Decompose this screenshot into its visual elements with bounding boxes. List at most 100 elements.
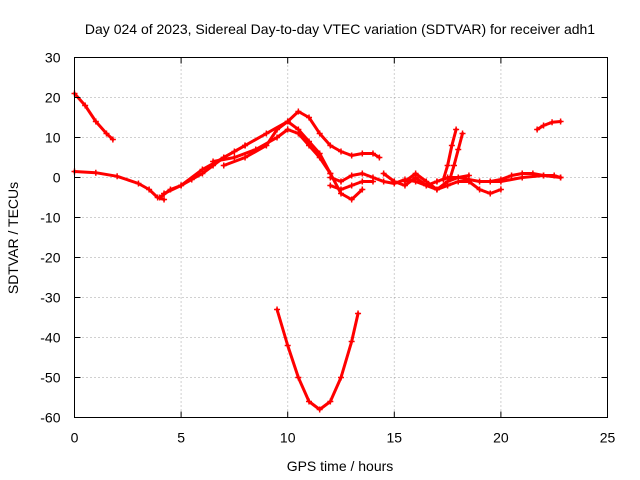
data-point (92, 169, 99, 176)
data-point (540, 122, 547, 129)
y-tick-label: -50 (40, 370, 60, 386)
series-arc-15 (446, 130, 466, 183)
data-point (156, 194, 163, 201)
data-point (274, 306, 281, 313)
y-tick-label: 0 (53, 170, 61, 186)
grid-lines (74, 57, 608, 418)
data-point (557, 174, 564, 181)
data-point (446, 176, 453, 183)
data-point (551, 172, 558, 179)
data-point (263, 130, 270, 137)
data-point (448, 142, 455, 149)
data-point (178, 182, 185, 189)
data-point (359, 170, 366, 177)
data-point (284, 118, 291, 125)
data-point (376, 154, 383, 161)
data-point (348, 172, 355, 179)
data-point (295, 108, 302, 115)
y-tick-label: 20 (45, 90, 61, 106)
data-point (476, 186, 483, 193)
data-point (242, 154, 249, 161)
data-point (380, 178, 387, 185)
data-point (459, 130, 466, 137)
data-point (359, 178, 366, 185)
data-point (306, 114, 313, 121)
data-point (557, 118, 564, 125)
data-point (380, 170, 387, 177)
data-point (114, 173, 121, 180)
data-point (440, 176, 447, 183)
y-tick-label: -20 (40, 250, 60, 266)
data-point (316, 130, 323, 137)
series-arc-6 (220, 118, 366, 203)
data-point (369, 150, 376, 157)
data-point (231, 154, 238, 161)
data-point (348, 196, 355, 203)
data-point (534, 126, 541, 133)
data-point (161, 190, 168, 197)
y-tick-label: -40 (40, 330, 60, 346)
data-point (529, 170, 536, 177)
data-point (540, 172, 547, 179)
data-point (274, 126, 281, 133)
series-arc-11 (401, 170, 504, 197)
data-point (476, 178, 483, 185)
data-point (497, 186, 504, 193)
series-line (448, 132, 465, 181)
y-tick-label: 30 (45, 50, 61, 66)
data-point (327, 398, 334, 405)
data-point (433, 178, 440, 185)
data-point (161, 196, 168, 203)
x-tick-label: 25 (600, 430, 616, 446)
y-tick-label: -10 (40, 210, 60, 226)
series-arc-8 (327, 178, 376, 193)
data-point (306, 138, 313, 145)
data-point (444, 162, 451, 169)
data-point (82, 102, 89, 109)
series-arc-14 (440, 126, 460, 183)
series-line (535, 120, 563, 131)
data-point (103, 130, 110, 137)
data-point (453, 126, 460, 133)
data-point (391, 178, 398, 185)
data-point (295, 374, 302, 381)
data-point (92, 118, 99, 125)
data-point (401, 178, 408, 185)
data-point (109, 136, 116, 143)
data-point (519, 170, 526, 177)
y-axis-label: SDTVAR / TECUs (5, 182, 21, 294)
series-arc-4 (161, 108, 383, 197)
series-line (403, 172, 503, 195)
data-point (338, 186, 344, 193)
data-point (146, 186, 153, 193)
plot-frame (74, 57, 608, 418)
series-arc-13 (487, 170, 564, 185)
data-point (348, 182, 355, 189)
data-point (412, 170, 419, 177)
data-point (433, 186, 440, 193)
data-point (284, 342, 291, 349)
data-point (423, 178, 430, 185)
series-line (222, 120, 364, 201)
data-point (348, 152, 355, 159)
axis-ticks: 0 5 10 15 20 25 -60 -50 -40 -30 -20 -10 0 10 20 30 (40, 50, 615, 446)
x-axis-label: GPS time / hours (287, 458, 394, 474)
y-tick-label: -60 (40, 410, 60, 426)
data-point (465, 176, 472, 183)
data-point (487, 190, 494, 197)
data-point (455, 146, 462, 153)
data-point (348, 338, 355, 345)
data-series (71, 90, 564, 413)
data-point (210, 158, 217, 165)
data-point (316, 150, 323, 157)
data-point (274, 134, 281, 141)
data-point (338, 374, 344, 381)
data-point (327, 174, 334, 181)
data-point (497, 176, 504, 183)
data-point (263, 142, 270, 149)
x-tick-label: 20 (493, 430, 509, 446)
series-arc-9 (274, 306, 362, 413)
data-point (549, 119, 556, 126)
data-point (327, 142, 334, 149)
data-point (455, 174, 462, 181)
